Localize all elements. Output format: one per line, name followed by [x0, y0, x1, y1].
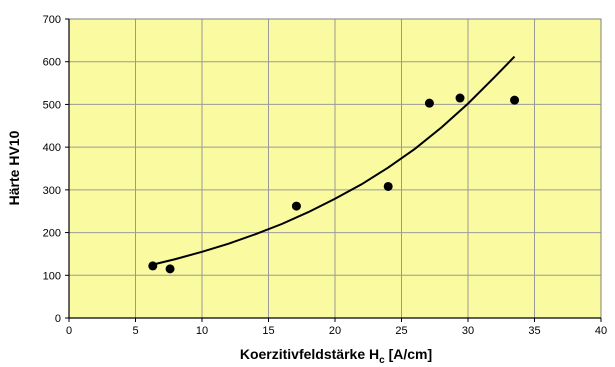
data-point — [383, 181, 393, 191]
x-tick-label: 25 — [395, 325, 407, 337]
x-tick-label: 0 — [66, 325, 72, 337]
data-point — [510, 95, 520, 105]
data-point — [165, 264, 175, 274]
y-tick-label: 100 — [43, 270, 61, 282]
x-tick-label: 20 — [329, 325, 341, 337]
y-tick-label: 400 — [43, 142, 61, 154]
y-tick-label: 500 — [43, 99, 61, 111]
x-axis-label: Koerzitivfeldstärke Hc [A/cm] — [240, 346, 432, 366]
x-tick-label: 5 — [132, 325, 138, 337]
y-tick-label: 0 — [55, 313, 61, 325]
gridlines — [69, 19, 601, 318]
x-tick-label: 10 — [196, 325, 208, 337]
data-series — [148, 55, 520, 274]
y-axis-label: Härte HV10 — [6, 130, 22, 205]
y-tick-label: 200 — [43, 228, 61, 240]
x-tick-label: 40 — [595, 325, 607, 337]
y-tick-label: 300 — [43, 185, 61, 197]
data-point — [148, 261, 158, 271]
y-tick-label: 600 — [43, 57, 61, 69]
data-point — [291, 201, 301, 211]
data-point — [455, 93, 465, 103]
axes — [65, 18, 602, 322]
trend-line — [152, 55, 516, 266]
x-tick-label: 15 — [262, 325, 274, 337]
x-tick-label: 35 — [528, 325, 540, 337]
x-tick-label: 30 — [462, 325, 474, 337]
data-point — [424, 98, 434, 108]
y-tick-label: 700 — [43, 14, 61, 26]
